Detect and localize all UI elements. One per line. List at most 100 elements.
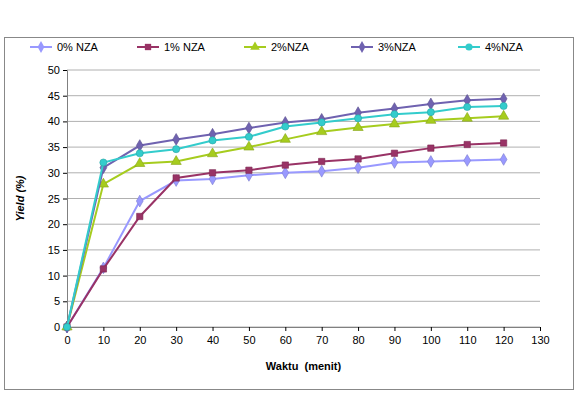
y-tick-label: 35: [48, 141, 60, 153]
x-tick-label: 10: [98, 334, 110, 346]
legend-marker: [359, 41, 366, 53]
series-marker: [500, 140, 506, 146]
x-tick: 20: [134, 327, 146, 346]
series-marker: [464, 141, 470, 147]
series-marker: [317, 126, 327, 135]
y-tick-label: 20: [48, 218, 60, 230]
x-tick-label: 120: [495, 334, 513, 346]
y-tick: 30: [48, 167, 67, 179]
x-tick: 100: [422, 327, 440, 346]
y-tick: 15: [48, 244, 67, 256]
x-axis-line: [68, 328, 541, 332]
series-marker: [319, 158, 325, 164]
series-marker: [246, 122, 253, 134]
x-tick-mark: [431, 327, 432, 331]
series-marker: [355, 156, 361, 162]
series-marker: [244, 141, 254, 150]
series-marker: [209, 170, 215, 176]
y-tick-mark: [63, 250, 67, 251]
series-marker: [353, 122, 363, 131]
legend-item: 2%NZA: [244, 41, 310, 53]
x-tick-label: 40: [207, 334, 219, 346]
x-tick: 50: [243, 327, 255, 346]
x-tick-mark: [540, 327, 541, 331]
legend-marker: [465, 43, 472, 50]
grid-line: [67, 224, 540, 225]
series-marker: [318, 113, 325, 125]
y-tick: 35: [48, 141, 67, 153]
y-axis: 05101520253035404550: [48, 64, 68, 333]
series-marker: [427, 98, 434, 110]
y-axis-title: Yield (%): [14, 175, 26, 221]
x-tick: 30: [171, 327, 183, 346]
x-tick: 70: [316, 327, 328, 346]
series-marker: [282, 167, 289, 179]
series-marker: [100, 159, 107, 166]
x-tick-label: 80: [352, 334, 364, 346]
series-line: [67, 159, 504, 327]
y-tick-mark: [63, 121, 67, 122]
series-marker: [427, 156, 434, 168]
x-tick-label: 30: [171, 334, 183, 346]
series-marker: [100, 266, 106, 272]
grid: [67, 70, 540, 327]
x-tick: 60: [280, 327, 292, 346]
x-tick-label: 130: [531, 334, 549, 346]
series-line: [67, 116, 504, 327]
series-marker: [428, 145, 434, 151]
legend-label: 3%NZA: [378, 41, 417, 53]
legend-label: 1% NZA: [164, 41, 206, 53]
legend-label: 0% NZA: [57, 41, 99, 53]
y-tick: 5: [54, 295, 67, 307]
series-marker: [64, 324, 70, 330]
series-marker: [391, 111, 398, 118]
x-tick-mark: [103, 327, 104, 331]
series-marker: [136, 195, 143, 207]
y-tick-label: 30: [48, 167, 60, 179]
series-marker: [173, 175, 179, 181]
series-marker: [282, 123, 289, 130]
series-marker: [391, 150, 397, 156]
legend-item: 4%NZA: [458, 41, 524, 53]
y-tick-label: 40: [48, 115, 60, 127]
series-marker: [318, 165, 325, 177]
y-tick-mark: [63, 173, 67, 174]
series-marker: [464, 155, 471, 167]
y-tick-label: 25: [48, 193, 60, 205]
series-marker: [137, 213, 143, 219]
series-line: [67, 143, 504, 327]
y-tick: 40: [48, 115, 67, 127]
x-tick-mark: [249, 327, 250, 331]
series-marker: [500, 102, 507, 109]
series-marker: [136, 150, 143, 157]
series-marker: [63, 323, 70, 330]
series-marker: [246, 167, 252, 173]
series-marker: [173, 134, 180, 146]
x-tick: 120: [495, 327, 513, 346]
y-tick-label: 5: [54, 295, 60, 307]
x-tick: 130: [531, 327, 549, 346]
plot-marks: [62, 93, 509, 333]
y-tick-label: 15: [48, 244, 60, 256]
x-tick: 80: [352, 327, 364, 346]
legend-item: 1% NZA: [137, 41, 206, 53]
x-tick-label: 50: [243, 334, 255, 346]
y-tick-mark: [63, 199, 67, 200]
x-tick-label: 70: [316, 334, 328, 346]
x-tick-mark: [176, 327, 177, 331]
x-tick: 40: [207, 327, 219, 346]
y-tick-mark: [63, 70, 67, 71]
series-marker: [282, 162, 288, 168]
y-tick-label: 50: [48, 64, 60, 76]
series-marker: [318, 119, 325, 126]
x-tick-label: 110: [459, 334, 477, 346]
legend: 0% NZA 1% NZA 2%NZA 3%NZA 4%NZA: [30, 41, 524, 53]
y-tick-label: 10: [48, 270, 60, 282]
y-tick: 25: [48, 193, 67, 205]
series-marker: [280, 134, 290, 143]
series-marker: [171, 156, 181, 165]
legend-item: 0% NZA: [30, 41, 99, 53]
series-marker: [355, 162, 362, 174]
y-tick: 45: [48, 90, 67, 102]
grid-line: [67, 70, 540, 71]
